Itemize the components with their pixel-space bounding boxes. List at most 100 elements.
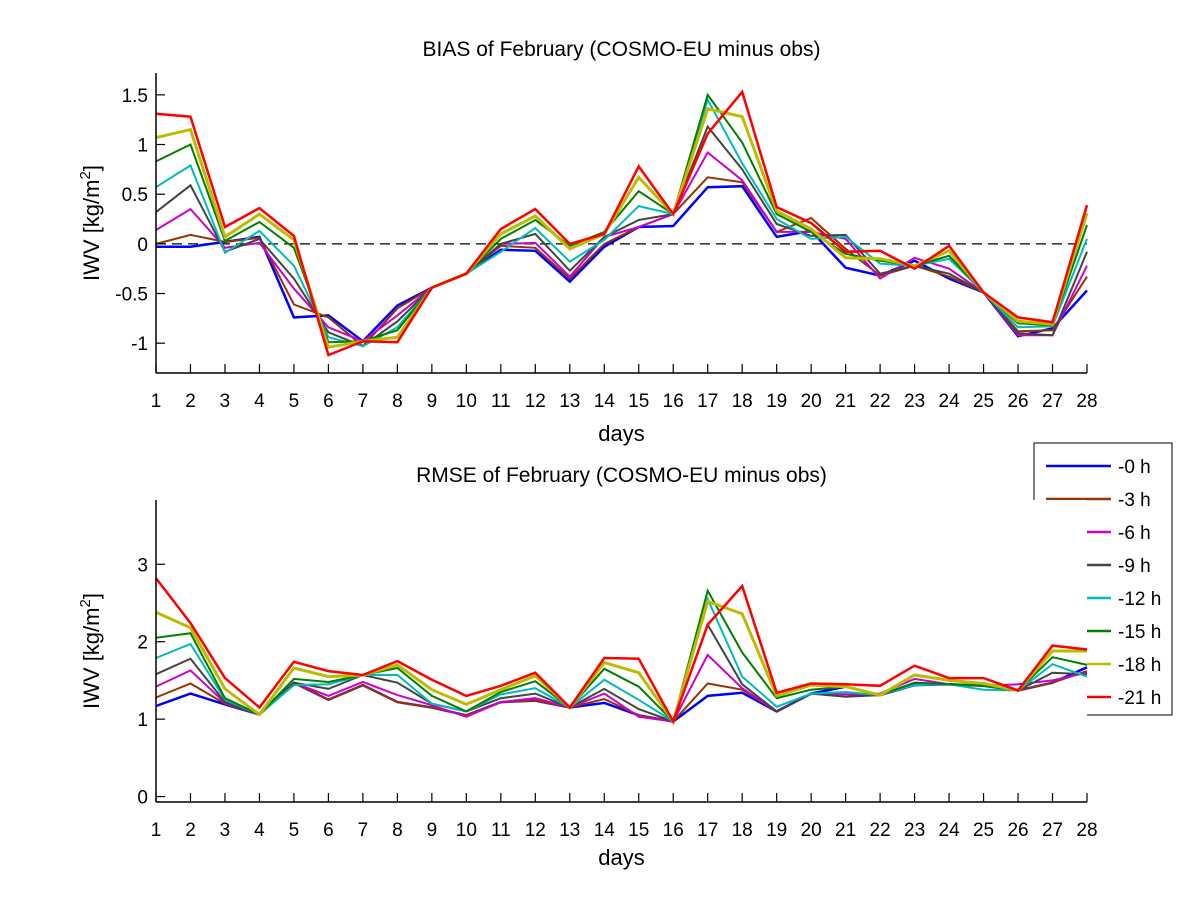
bias-x-tick-label: 20 xyxy=(801,391,822,412)
bias-x-tick-label: 26 xyxy=(1007,391,1028,412)
rmse-x-tick-label: 28 xyxy=(1076,820,1097,841)
rmse-x-tick-label: 16 xyxy=(663,820,684,841)
bias-x-tick-label: 11 xyxy=(491,391,511,412)
bias-x-axis-label: days xyxy=(598,421,644,446)
legend-entry-label: -12 h xyxy=(1118,589,1161,610)
legend-entry-label: -15 h xyxy=(1118,622,1161,643)
bias-x-tick-label: 28 xyxy=(1076,391,1097,412)
rmse-y-tick-label: 1 xyxy=(137,710,148,731)
legend-entry-label: -18 h xyxy=(1118,655,1161,676)
rmse-chart-title: RMSE of February (COSMO-EU minus obs) xyxy=(416,464,827,487)
bias-x-tick-label: 25 xyxy=(973,391,994,412)
bias-y-axis-label-end: ] xyxy=(79,165,104,171)
rmse-series-line-21hh xyxy=(155,577,1088,725)
bias-x-tick-label: 12 xyxy=(525,391,546,412)
rmse-x-tick-label: 17 xyxy=(697,820,718,841)
bias-x-tick-label: 9 xyxy=(427,391,438,412)
rmse-x-tick-label: 5 xyxy=(289,820,300,841)
rmse-x-tick-label: 11 xyxy=(491,820,511,841)
bias-series-line-9hh xyxy=(155,124,1088,348)
rmse-x-tick-label: 7 xyxy=(358,820,369,841)
bias-x-tick-label: 24 xyxy=(939,391,961,412)
rmse-series-line-12hh xyxy=(155,596,1088,724)
bias-x-tick-label: 18 xyxy=(732,391,753,412)
bias-x-tick-label: 19 xyxy=(766,391,787,412)
rmse-x-tick-label: 25 xyxy=(973,820,994,841)
rmse-x-tick-label: 19 xyxy=(766,820,787,841)
legend-entry-label: -9 h xyxy=(1118,556,1151,577)
bias-x-tick-label: 17 xyxy=(697,391,718,412)
rmse-x-tick-label: 6 xyxy=(323,820,334,841)
rmse-x-tick-label: 9 xyxy=(427,820,438,841)
bias-x-tick-label: 7 xyxy=(358,391,369,412)
rmse-x-tick-label: 20 xyxy=(801,820,822,841)
rmse-x-tick-label: 23 xyxy=(904,820,925,841)
rmse-x-tick-label: 8 xyxy=(392,820,403,841)
rmse-x-tick-label: 21 xyxy=(835,820,856,841)
rmse-x-tick-label: 10 xyxy=(456,820,477,841)
bias-series-line-21hh xyxy=(155,89,1089,357)
bias-series-line-3hh xyxy=(155,176,1088,348)
rmse-x-tick-label: 4 xyxy=(254,820,265,841)
rmse-series-line-6hh xyxy=(155,653,1088,723)
bias-x-tick-label: 22 xyxy=(870,391,891,412)
bias-y-axis-label: IWV [kg/m2] xyxy=(77,165,104,281)
bias-x-tick-label: 6 xyxy=(323,391,334,412)
bias-y-tick-label: -0.5 xyxy=(115,285,148,306)
bias-y-tick-label: 1.5 xyxy=(122,86,148,107)
bias-x-tick-label: 13 xyxy=(559,391,580,412)
bias-x-tick-label: 3 xyxy=(220,391,231,412)
rmse-y-tick-label: 0 xyxy=(137,788,148,809)
rmse-y-axis-label-sup: 2 xyxy=(77,599,94,607)
bias-x-tick-label: 21 xyxy=(835,391,856,412)
bias-x-tick-label: 5 xyxy=(289,391,300,412)
rmse-x-tick-label: 2 xyxy=(185,820,196,841)
rmse-x-tick-label: 15 xyxy=(628,820,649,841)
bias-y-tick-label: 1 xyxy=(137,136,148,157)
rmse-x-axis-label: days xyxy=(598,845,644,870)
rmse-plot-area xyxy=(156,500,1087,802)
bias-x-tick-label: 14 xyxy=(594,391,616,412)
rmse-y-axis-label-base: IWV [kg/m xyxy=(79,608,104,709)
bias-x-tick-label: 27 xyxy=(1042,391,1063,412)
legend: -0 h -3 h -6 h -9 h -12 h -15 h -18 h -21 h xyxy=(1033,442,1173,716)
bias-x-tick-label: 1 xyxy=(151,391,162,412)
rmse-x-tick-label: 1 xyxy=(151,820,162,841)
rmse-y-tick-label: 3 xyxy=(137,555,148,576)
bias-x-tick-label: 23 xyxy=(904,391,925,412)
bias-x-tick-label: 10 xyxy=(456,391,477,412)
rmse-x-tick-label: 22 xyxy=(870,820,891,841)
bias-x-tick-label: 4 xyxy=(254,391,265,412)
legend-entry-label: -3 h xyxy=(1118,490,1151,511)
legend-entry-label: -6 h xyxy=(1118,523,1151,544)
bias-x-tick-label: 15 xyxy=(628,391,649,412)
rmse-x-tick-label: 14 xyxy=(594,820,616,841)
bias-y-tick-label: 0 xyxy=(137,235,148,256)
bias-y-tick-label: -1 xyxy=(131,334,148,355)
rmse-x-tick-label: 18 xyxy=(732,820,753,841)
bias-y-axis-label-sup: 2 xyxy=(77,171,94,179)
rmse-x-tick-label: 26 xyxy=(1007,820,1028,841)
rmse-x-tick-label: 13 xyxy=(559,820,580,841)
rmse-x-tick-label: 27 xyxy=(1042,820,1063,841)
rmse-y-axis-label: IWV [kg/m2] xyxy=(77,593,104,709)
bias-y-tick-label: 0.5 xyxy=(122,185,148,206)
legend-entry-label: -0 h xyxy=(1118,457,1151,478)
bias-chart-title: BIAS of February (COSMO-EU minus obs) xyxy=(423,38,821,61)
bias-y-axis-label-base: IWV [kg/m xyxy=(79,180,104,281)
rmse-x-tick-label: 24 xyxy=(939,820,961,841)
legend-entry-label: -21 h xyxy=(1118,688,1161,709)
rmse-series-line-18hh xyxy=(155,599,1087,725)
bias-x-tick-label: 8 xyxy=(392,391,403,412)
rmse-y-axis-label-end: ] xyxy=(79,593,104,599)
rmse-series-line-15hh xyxy=(155,587,1088,724)
rmse-x-tick-label: 12 xyxy=(525,820,546,841)
bias-series-line-12hh xyxy=(155,97,1088,348)
rmse-x-tick-label: 3 xyxy=(220,820,231,841)
bias-x-tick-label: 2 xyxy=(185,391,196,412)
rmse-y-tick-label: 2 xyxy=(137,633,148,654)
bias-x-tick-label: 16 xyxy=(663,391,684,412)
